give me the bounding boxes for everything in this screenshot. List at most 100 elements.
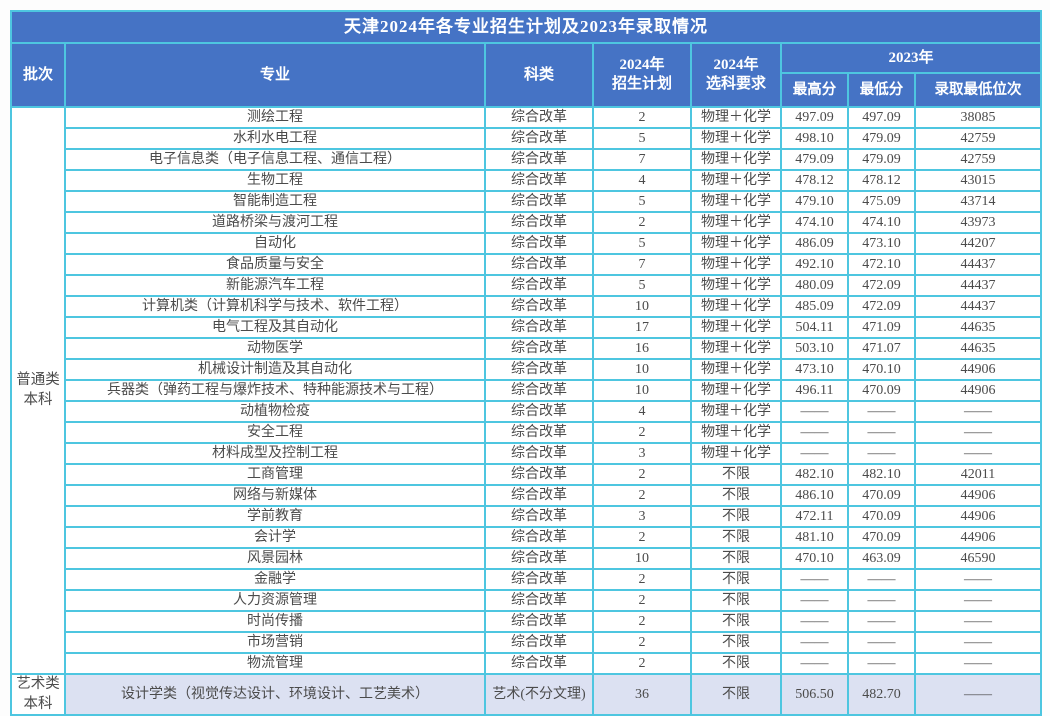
min-rank-cell: 44906 [914,379,1042,402]
table-row: 电子信息类（电子信息工程、通信工程） 综合改革 7 物理＋化学 479.09 479.09… [11,148,1042,171]
table-row: 计算机类（计算机科学与技术、软件工程） 综合改革 10 物理＋化学 485.09 472.… [11,295,1042,318]
min-score-cell: —— [847,631,916,654]
plan-2024-cell: 2 [592,421,692,444]
col-header-group-2023: 2023年 [780,42,1042,74]
major-cell: 风景园林 [64,547,486,570]
subject-requirement-cell: 物理＋化学 [690,442,782,465]
subject-requirement-cell: 不限 [690,505,782,528]
major-cell: 计算机类（计算机科学与技术、软件工程） [64,295,486,318]
table-row: 网络与新媒体 综合改革 2 不限 486.10 470.09 44906 [11,484,1042,507]
max-score-cell: 481.10 [780,526,849,549]
major-cell: 市场营销 [64,631,486,654]
subject-requirement-cell: 不限 [690,526,782,549]
min-rank-cell: 42759 [914,127,1042,150]
table-row: 兵器类（弹药工程与爆炸技术、特种能源技术与工程） 综合改革 10 物理＋化学 496.1… [11,379,1042,402]
title-row: 天津2024年各专业招生计划及2023年录取情况 [10,10,1042,44]
col-header-plan-2024-line1: 2024年 [619,57,665,74]
col-header-min-score: 最低分 [847,72,916,108]
plan-2024-cell: 2 [592,211,692,234]
subject-requirement-cell: 物理＋化学 [690,274,782,297]
subject-requirement-cell: 物理＋化学 [690,190,782,213]
plan-2024-cell: 5 [592,190,692,213]
min-score-cell: —— [847,610,916,633]
col-header-max-score: 最高分 [780,72,849,108]
max-score-cell: —— [780,589,849,612]
major-cell: 生物工程 [64,169,486,192]
category-cell: 综合改革 [484,274,594,297]
min-score-cell: 472.09 [847,295,916,318]
min-score-cell: —— [847,421,916,444]
col-header-subject-2024-line1: 2024年 [713,57,759,74]
table-row: 工商管理 综合改革 2 不限 482.10 482.10 42011 [11,463,1042,486]
major-cell: 道路桥梁与渡河工程 [64,211,486,234]
subject-requirement-cell: 物理＋化学 [690,106,782,129]
table-row: 金融学 综合改革 2 不限 —— —— —— [11,568,1042,591]
max-score-cell: 478.12 [780,169,849,192]
max-score-cell: 473.10 [780,358,849,381]
plan-2024-cell: 2 [592,610,692,633]
table-row: 动物医学 综合改革 16 物理＋化学 503.10 471.07 44635 [11,337,1042,360]
table-row: 新能源汽车工程 综合改革 5 物理＋化学 480.09 472.09 44437 [11,274,1042,297]
min-rank-cell: 42011 [914,463,1042,486]
category-cell: 综合改革 [484,295,594,318]
min-rank-cell: 44635 [914,337,1042,360]
category-cell: 综合改革 [484,610,594,633]
max-score-cell: 492.10 [780,253,849,276]
major-cell: 金融学 [64,568,486,591]
category-cell: 综合改革 [484,337,594,360]
min-score-cell: —— [847,568,916,591]
min-score-cell: 497.09 [847,106,916,129]
min-rank-cell: 44437 [914,274,1042,297]
plan-2024-cell: 2 [592,106,692,129]
max-score-cell: 479.09 [780,148,849,171]
category-cell: 综合改革 [484,253,594,276]
plan-2024-cell: 10 [592,379,692,402]
max-score-cell: 496.11 [780,379,849,402]
min-rank-cell: 38085 [914,106,1042,129]
plan-2024-cell: 10 [592,295,692,318]
plan-2024-cell: 2 [592,568,692,591]
min-rank-cell: 44437 [914,253,1042,276]
table-row: 普通类 本科 测绘工程 综合改革 2 物理＋化学 497.09 497.09 38085 [10,106,1042,675]
category-cell: 综合改革 [484,589,594,612]
category-cell: 综合改革 [484,148,594,171]
plan-2024-cell: 4 [592,400,692,423]
min-score-cell: 470.10 [847,358,916,381]
category-cell: 综合改革 [484,526,594,549]
plan-2024-cell: 7 [592,253,692,276]
table-row: 生物工程 综合改革 4 物理＋化学 478.12 478.12 43015 [11,169,1042,192]
max-score-cell: 479.10 [780,190,849,213]
plan-2024-cell: 2 [592,463,692,486]
category-cell: 综合改革 [484,505,594,528]
col-header-subject-2024: 2024年 选科要求 [690,42,782,108]
max-score-cell: 485.09 [780,295,849,318]
max-score-cell: —— [780,610,849,633]
max-score-cell: 503.10 [780,337,849,360]
admission-table-page: 天津2024年各专业招生计划及2023年录取情况 批次 专业 科类 2024年 … [10,10,1042,716]
major-cell: 食品质量与安全 [64,253,486,276]
major-cell: 机械设计制造及其自动化 [64,358,486,381]
subject-requirement-cell: 物理＋化学 [690,211,782,234]
max-score-cell: —— [780,568,849,591]
table-row: 智能制造工程 综合改革 5 物理＋化学 479.10 475.09 43714 [11,190,1042,213]
min-rank-cell: 46590 [914,547,1042,570]
table-row: 物流管理 综合改革 2 不限 —— —— —— [11,652,1042,675]
min-rank-cell: 42759 [914,148,1042,171]
min-score-cell: 482.10 [847,463,916,486]
batch-cell: 普通类 本科 [10,106,66,675]
plan-2024-cell: 4 [592,169,692,192]
plan-2024-cell: 2 [592,526,692,549]
admission-table: 天津2024年各专业招生计划及2023年录取情况 批次 专业 科类 2024年 … [10,10,1042,716]
min-rank-cell: 43714 [914,190,1042,213]
major-cell: 学前教育 [64,505,486,528]
min-rank-cell: —— [914,442,1042,465]
table-row: 风景园林 综合改革 10 不限 470.10 463.09 46590 [11,547,1042,570]
category-cell: 综合改革 [484,190,594,213]
min-score-cell: 470.09 [847,505,916,528]
major-cell: 动植物检疫 [64,400,486,423]
subject-requirement-cell: 不限 [690,610,782,633]
header-row-sub: 最高分 最低分 录取最低位次 [11,72,1042,108]
col-header-subject-2024-line2: 选科要求 [705,76,766,92]
min-score-cell: —— [847,442,916,465]
major-cell: 水利水电工程 [64,127,486,150]
